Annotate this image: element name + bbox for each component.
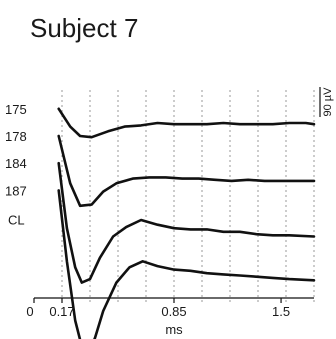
chart-title: Subject 7 [30,13,138,43]
trace-label-178: 178 [5,129,27,144]
trace-labels: 175 178 184 187 CL [5,102,27,228]
x-ticks: 0 0.17 0.85 1.5 [26,298,290,319]
x-tick-label-3: 1.5 [272,304,290,319]
x-axis-label: ms [165,322,183,337]
trace-label-184: 184 [5,156,27,171]
x-tick-label-1: 0.17 [49,304,74,319]
scale-bar-label: 90 µV [322,87,334,117]
scale-bar: 90 µV [319,87,334,117]
trace-187 [57,189,316,339]
traces [57,107,316,339]
side-label: CL [8,212,25,227]
x-tick-label-0: 0 [26,304,33,319]
trace-label-175: 175 [5,102,27,117]
trace-label-187: 187 [5,183,27,198]
trace-178 [57,134,316,208]
trace-184 [57,161,316,284]
x-tick-label-2: 0.85 [161,304,186,319]
trace-175 [57,107,316,139]
